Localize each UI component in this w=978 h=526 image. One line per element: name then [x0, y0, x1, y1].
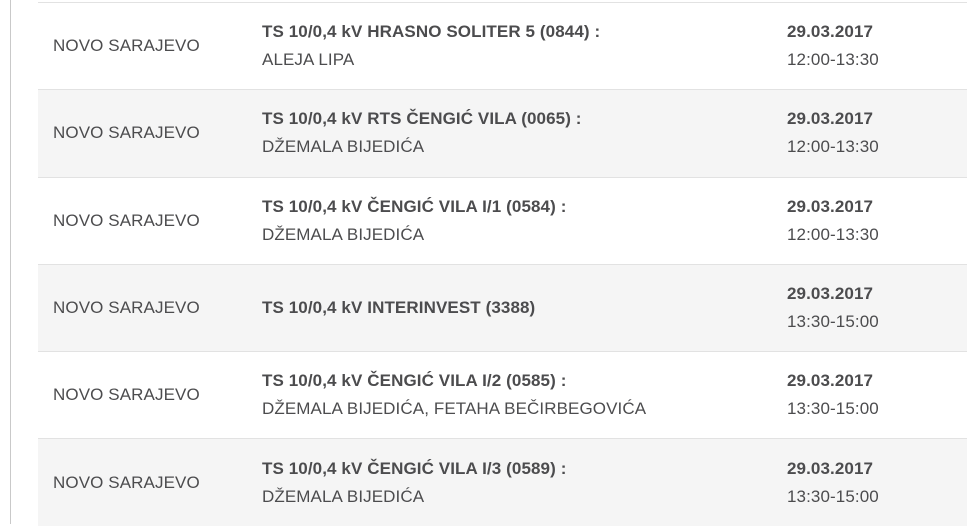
municipality-cell: NOVO SARAJEVO	[53, 472, 200, 492]
outage-time: 13:30-15:00	[787, 312, 879, 332]
table-row: NOVO SARAJEVO TS 10/0,4 kV RTS ČENGIĆ VI…	[38, 89, 967, 177]
municipality-cell: NOVO SARAJEVO	[53, 36, 200, 56]
outage-time: 13:30-15:00	[787, 399, 879, 419]
station-cell: TS 10/0,4 kV RTS ČENGIĆ VILA (0065) : DŽ…	[247, 105, 772, 161]
street-names: DŽEMALA BIJEDIĆA	[262, 137, 425, 157]
outage-date: 29.03.2017	[787, 22, 874, 42]
outage-time: 13:30-15:00	[787, 486, 879, 506]
station-cell: TS 10/0,4 kV ČENGIĆ VILA I/3 (0589) : DŽ…	[247, 455, 772, 511]
station-cell: TS 10/0,4 kV INTERINVEST (3388)	[247, 294, 772, 322]
municipality-cell: NOVO SARAJEVO	[53, 385, 200, 405]
street-names: DŽEMALA BIJEDIĆA	[262, 224, 425, 244]
outage-date: 29.03.2017	[787, 371, 874, 391]
station-title: TS 10/0,4 kV ČENGIĆ VILA I/1 (0584) :	[262, 196, 567, 216]
municipality-cell: NOVO SARAJEVO	[53, 298, 200, 318]
schedule-cell: 29.03.2017 12:00-13:30	[772, 193, 967, 249]
station-title: TS 10/0,4 kV ČENGIĆ VILA I/3 (0589) :	[262, 458, 567, 478]
outage-date: 29.03.2017	[787, 458, 874, 478]
station-cell: TS 10/0,4 kV ČENGIĆ VILA I/2 (0585) : DŽ…	[247, 367, 772, 423]
station-title: TS 10/0,4 kV INTERINVEST (3388)	[262, 298, 536, 318]
municipality-cell: NOVO SARAJEVO	[53, 123, 200, 143]
schedule-cell: 29.03.2017 13:30-15:00	[772, 455, 967, 511]
station-cell: TS 10/0,4 kV HRASNO SOLITER 5 (0844) : A…	[247, 18, 772, 74]
schedule-cell: 29.03.2017 12:00-13:30	[772, 105, 967, 161]
schedule-cell: 29.03.2017 13:30-15:00	[772, 280, 967, 336]
page-left-rule	[10, 0, 11, 524]
station-title: TS 10/0,4 kV HRASNO SOLITER 5 (0844) :	[262, 22, 601, 42]
street-names: DŽEMALA BIJEDIĆA, FETAHA BEČIRBEGOVIĆA	[262, 399, 647, 419]
table-row: NOVO SARAJEVO TS 10/0,4 kV ČENGIĆ VILA I…	[38, 438, 967, 526]
table-row: NOVO SARAJEVO TS 10/0,4 kV ČENGIĆ VILA I…	[38, 176, 967, 264]
schedule-cell: 29.03.2017 12:00-13:30	[772, 18, 967, 74]
outage-time: 12:00-13:30	[787, 50, 879, 70]
table-row: NOVO SARAJEVO TS 10/0,4 kV ČENGIĆ VILA I…	[38, 351, 967, 439]
table-row: NOVO SARAJEVO TS 10/0,4 kV HRASNO SOLITE…	[38, 2, 967, 90]
outage-date: 29.03.2017	[787, 196, 874, 216]
street-names: ALEJA LIPA	[262, 50, 355, 70]
outage-time: 12:00-13:30	[787, 224, 879, 244]
station-title: TS 10/0,4 kV RTS ČENGIĆ VILA (0065) :	[262, 109, 582, 129]
outage-date: 29.03.2017	[787, 284, 874, 304]
station-cell: TS 10/0,4 kV ČENGIĆ VILA I/1 (0584) : DŽ…	[247, 193, 772, 249]
outage-date: 29.03.2017	[787, 109, 874, 129]
schedule-cell: 29.03.2017 13:30-15:00	[772, 367, 967, 423]
station-title: TS 10/0,4 kV ČENGIĆ VILA I/2 (0585) :	[262, 371, 567, 391]
table-row: NOVO SARAJEVO TS 10/0,4 kV INTERINVEST (…	[38, 263, 967, 352]
power-outage-table: NOVO SARAJEVO TS 10/0,4 kV HRASNO SOLITE…	[38, 2, 967, 526]
municipality-cell: NOVO SARAJEVO	[53, 210, 200, 230]
street-names: DŽEMALA BIJEDIĆA	[262, 486, 425, 506]
outage-time: 12:00-13:30	[787, 137, 879, 157]
